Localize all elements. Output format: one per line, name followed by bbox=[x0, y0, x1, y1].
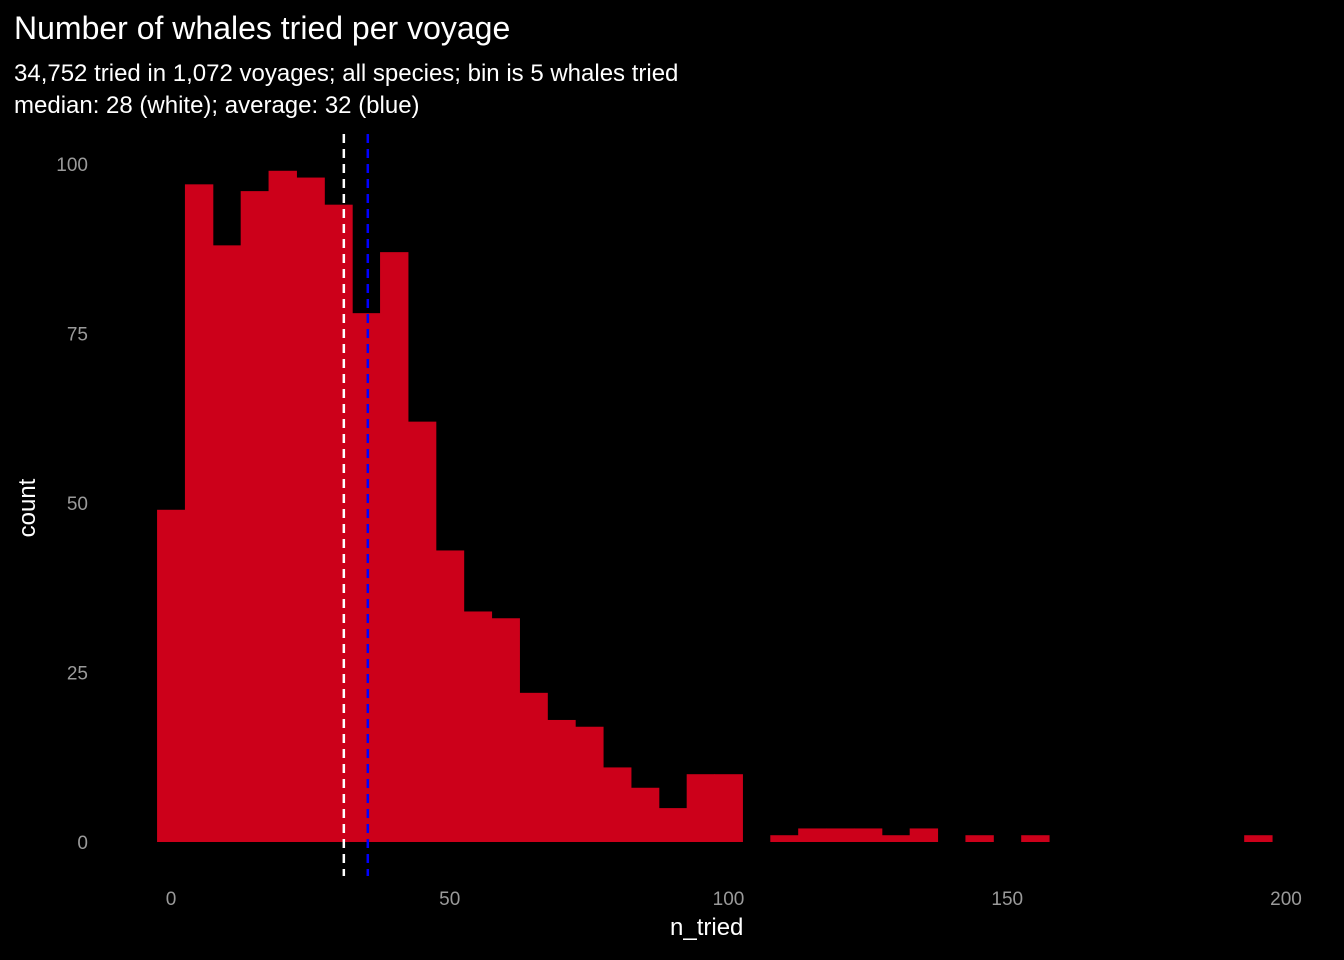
y-tick-label: 0 bbox=[77, 833, 88, 854]
subtitle-line-2: median: 28 (white); average: 32 (blue) bbox=[14, 92, 420, 119]
histogram-bar bbox=[519, 692, 548, 842]
histogram-bar bbox=[770, 835, 799, 842]
histogram-bar bbox=[658, 808, 688, 842]
y-tick-label: 25 bbox=[67, 664, 88, 685]
histogram-bar bbox=[407, 421, 437, 842]
histogram-bar bbox=[1021, 835, 1050, 842]
histogram-bar bbox=[352, 313, 381, 842]
x-tick-label: 200 bbox=[1270, 889, 1302, 910]
y-axis-label: count bbox=[14, 478, 41, 538]
histogram-bar bbox=[324, 204, 353, 842]
histogram-bar bbox=[881, 835, 911, 842]
x-tick-label: 0 bbox=[166, 889, 177, 910]
histogram-bar bbox=[575, 726, 604, 842]
histogram-bar bbox=[1244, 835, 1273, 842]
histogram-bar bbox=[296, 177, 325, 842]
histogram-bar bbox=[547, 719, 576, 842]
histogram-bar bbox=[686, 774, 716, 842]
histogram-bar bbox=[157, 509, 186, 842]
histogram-bar bbox=[463, 611, 493, 842]
histogram-bar bbox=[240, 191, 270, 842]
histogram-bar bbox=[714, 774, 743, 842]
x-tick-label: 100 bbox=[713, 889, 745, 910]
x-axis-label: n_tried bbox=[670, 914, 744, 941]
x-tick-label: 150 bbox=[991, 889, 1023, 910]
y-tick-label: 75 bbox=[67, 325, 88, 346]
histogram-bar bbox=[826, 828, 855, 842]
histogram-bar bbox=[435, 550, 465, 842]
x-tick-label: 50 bbox=[439, 889, 460, 910]
histogram-bar bbox=[491, 618, 520, 842]
y-tick-label: 100 bbox=[56, 155, 88, 176]
histogram-bar bbox=[909, 828, 939, 842]
histogram-bar bbox=[603, 767, 632, 842]
histogram-bar bbox=[380, 252, 409, 842]
histogram-bar bbox=[212, 245, 242, 843]
chart-title: Number of whales tried per voyage bbox=[14, 10, 511, 46]
chart-subtitle: 34,752 tried in 1,072 voyages; all speci… bbox=[14, 58, 678, 122]
y-tick-label: 50 bbox=[67, 494, 88, 515]
subtitle-line-1: 34,752 tried in 1,072 voyages; all speci… bbox=[14, 60, 679, 87]
histogram-bar bbox=[630, 787, 660, 842]
histogram-bar bbox=[965, 835, 994, 842]
histogram-bar bbox=[798, 828, 827, 842]
histogram-bar bbox=[184, 184, 214, 843]
histogram-bar bbox=[268, 170, 297, 842]
histogram-bar bbox=[853, 828, 883, 842]
